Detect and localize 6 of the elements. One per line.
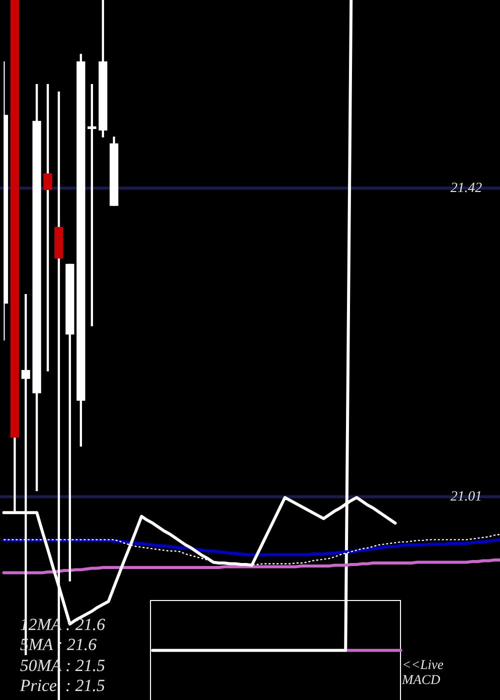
candlestick <box>43 84 52 372</box>
y-tick-label: 21.01 <box>450 489 482 504</box>
annotation: Price : 21.5 <box>20 676 106 696</box>
candlestick <box>88 84 96 326</box>
y-tick-label: 21.42 <box>450 180 482 196</box>
annotation: <<Live MACD <box>402 657 444 687</box>
